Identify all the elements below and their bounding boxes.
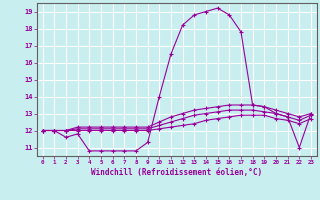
X-axis label: Windchill (Refroidissement éolien,°C): Windchill (Refroidissement éolien,°C) [91, 168, 262, 177]
